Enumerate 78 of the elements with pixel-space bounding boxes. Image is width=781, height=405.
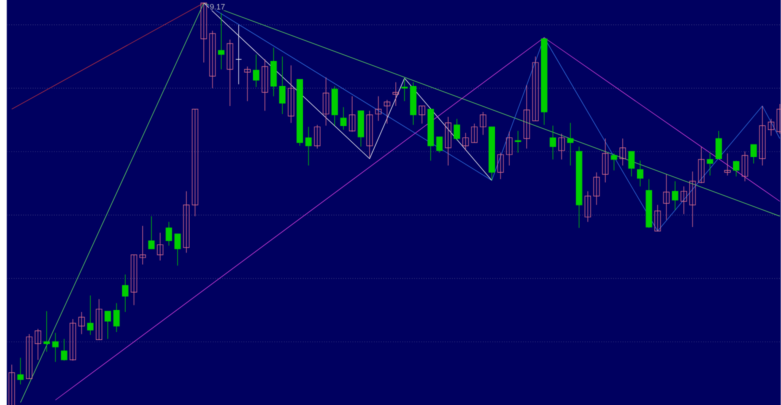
- candlestick: [672, 180, 678, 210]
- candlestick: [454, 118, 460, 141]
- candlestick: [584, 190, 591, 222]
- candlestick: [401, 78, 408, 102]
- candlestick: [444, 116, 452, 166]
- candlestick: [174, 233, 181, 266]
- candlestick: [8, 364, 15, 405]
- candlestick: [305, 126, 312, 166]
- candlestick: [200, 2, 207, 63]
- candlestick: [680, 186, 687, 214]
- candlestick: [506, 131, 512, 166]
- candlestick: [689, 171, 696, 228]
- candlestick: [279, 56, 286, 114]
- candlestick: [418, 106, 426, 124]
- candlestick: [348, 96, 356, 132]
- candlestick: [236, 24, 242, 84]
- candlestick: [733, 160, 740, 177]
- candlestick: [663, 174, 670, 220]
- candlestick: [610, 152, 618, 170]
- candlestick: [514, 130, 522, 153]
- candlestick: [60, 338, 68, 361]
- candlestick: [366, 110, 373, 158]
- candlestick: [96, 298, 102, 340]
- candlestick: [724, 152, 731, 176]
- candlestick: [122, 274, 128, 312]
- candlestick: [78, 312, 85, 334]
- candlestick: [87, 295, 94, 336]
- candlestick: [593, 172, 600, 206]
- candlestick: [209, 30, 216, 88]
- candlestick: [340, 106, 347, 130]
- candlestick: [262, 58, 268, 111]
- candlestick: [742, 150, 748, 182]
- candlestick: [750, 144, 757, 164]
- candlestick: [706, 152, 714, 176]
- candlestick: [462, 132, 469, 151]
- candlestick: [44, 310, 50, 352]
- candlestick: [654, 204, 661, 232]
- candlestick: [166, 221, 172, 246]
- candlestick: [550, 125, 556, 160]
- candlestick: [716, 130, 722, 160]
- candlestick: [392, 82, 399, 106]
- candlestick: [602, 138, 608, 183]
- candlestick: [567, 122, 574, 166]
- candlestick: [384, 99, 390, 124]
- candlestick: [375, 96, 382, 121]
- candlestick: [759, 106, 766, 166]
- candlestick: [620, 138, 626, 166]
- candlestick: [497, 152, 504, 180]
- candlestick: [524, 84, 530, 149]
- candlestick: [226, 39, 234, 106]
- candlestick: [471, 123, 478, 143]
- candlestick: [113, 302, 120, 332]
- candlestick: [628, 150, 635, 177]
- candlestick: [314, 124, 320, 149]
- candlestick: [70, 318, 76, 361]
- candlestick: [288, 64, 294, 124]
- candlestick: [104, 310, 111, 340]
- candlestick: [768, 118, 774, 136]
- candlestick: [558, 133, 565, 160]
- candlestick: [156, 232, 164, 261]
- candlestick: [17, 357, 24, 385]
- candlestick: [148, 216, 155, 249]
- candlestick: [183, 190, 190, 253]
- candlestick: [322, 76, 330, 126]
- candlestick: [140, 225, 146, 265]
- candlestick: [52, 332, 59, 362]
- candlestick: [218, 12, 224, 70]
- candlestick: [252, 54, 260, 88]
- candlestick: [26, 334, 32, 379]
- candlestick: [244, 66, 251, 102]
- candlestick: [130, 254, 138, 306]
- candlestick: [192, 108, 198, 216]
- candlestick: [532, 56, 539, 121]
- candlestick: [480, 112, 486, 136]
- candlestick: [436, 136, 443, 153]
- candlestick: [637, 160, 644, 187]
- candlestick: [34, 328, 42, 360]
- candlestick: [698, 146, 704, 184]
